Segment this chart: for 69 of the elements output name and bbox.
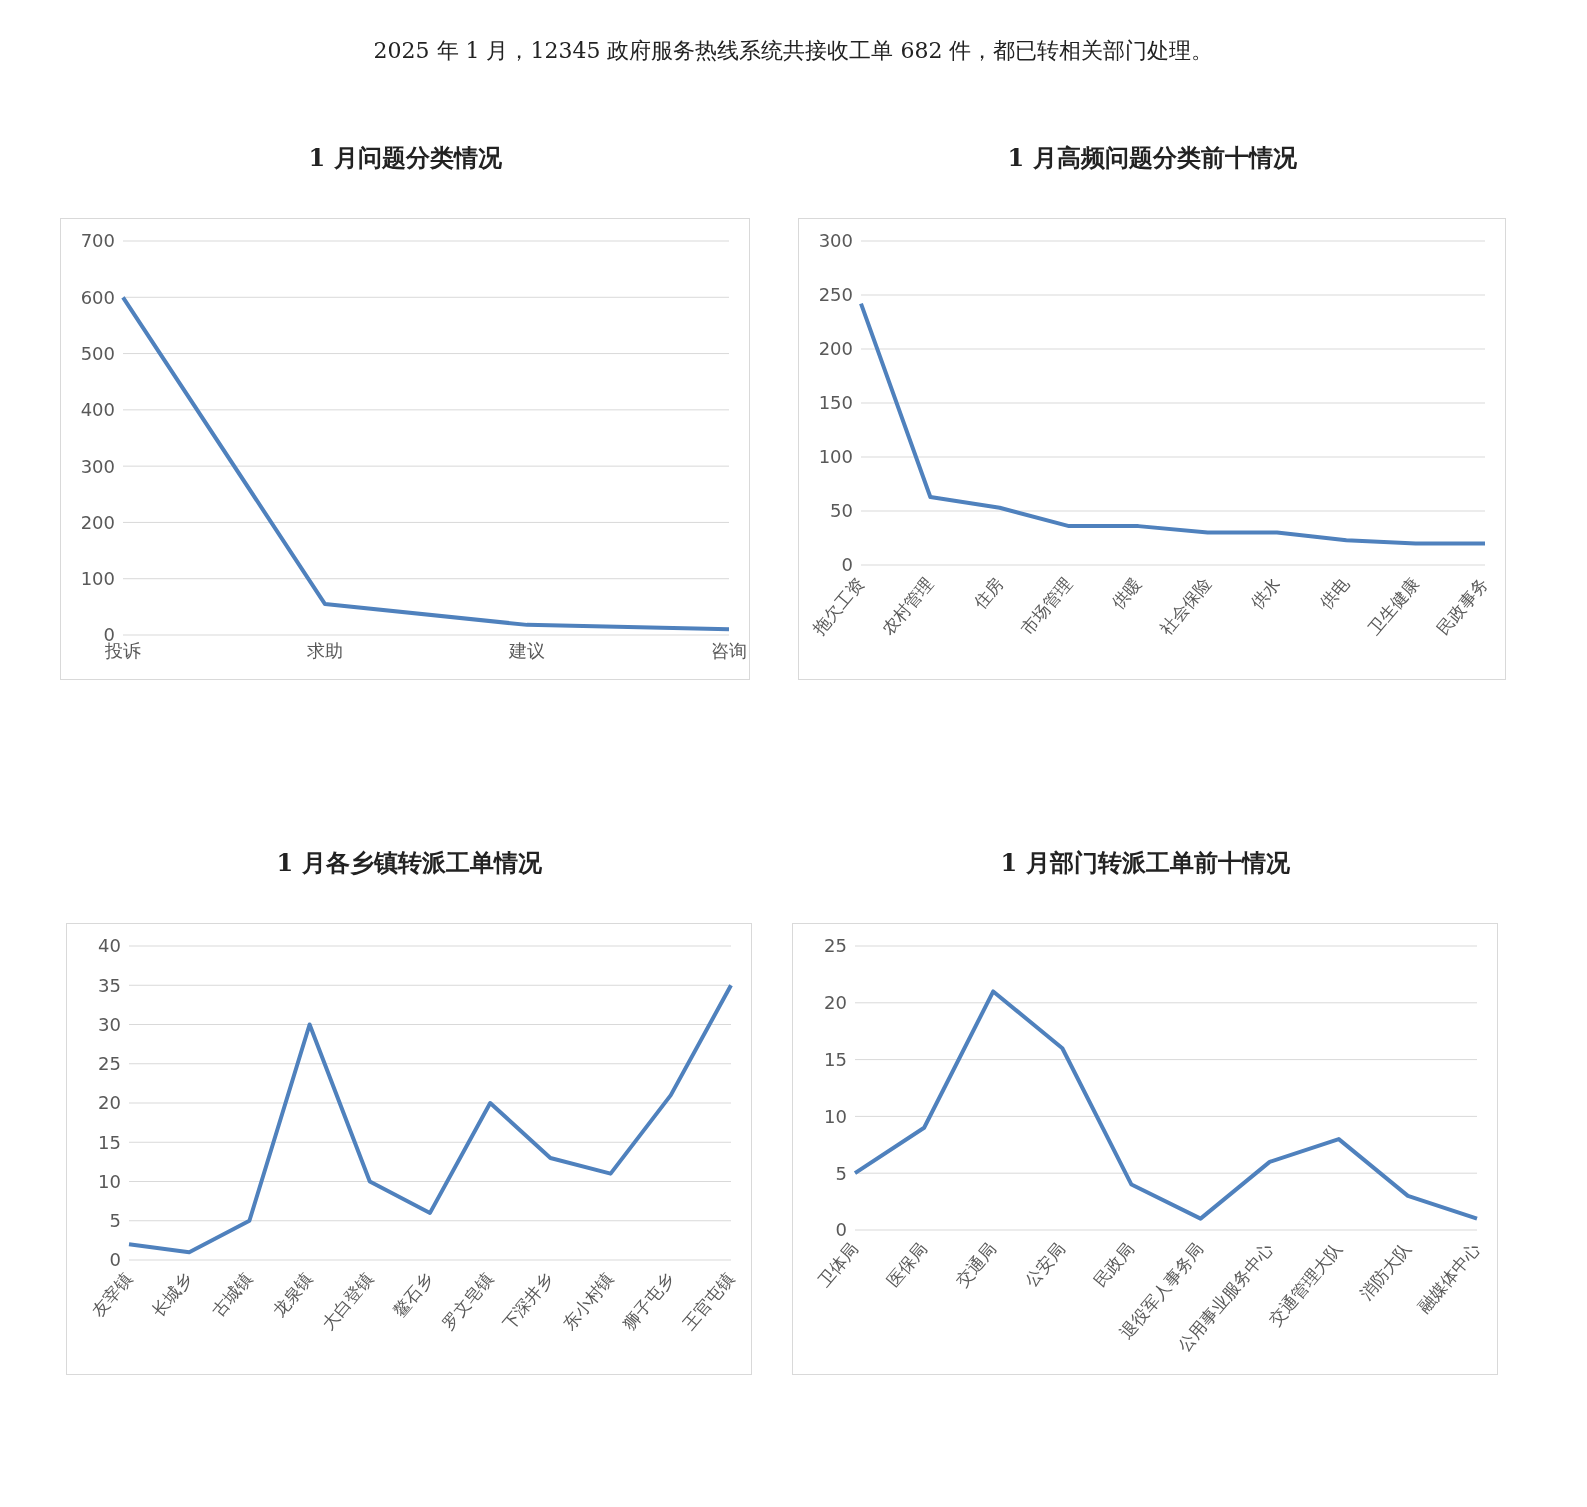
y-tick-label: 20 — [824, 992, 847, 1014]
x-tick-label: 王官屯镇 — [678, 1268, 738, 1334]
x-tick-label: 东小村镇 — [558, 1268, 618, 1334]
x-tick-label: 友宰镇 — [87, 1268, 136, 1321]
y-tick-label: 10 — [98, 1170, 121, 1192]
chart-title: 1 月各乡镇转派工单情况 — [275, 847, 543, 879]
y-tick-label: 0 — [109, 1249, 121, 1271]
line-series — [121, 295, 731, 632]
y-tick-label: 20 — [98, 1092, 121, 1114]
x-tick-label: 咨询 — [711, 640, 747, 661]
y-tick-label: 5 — [835, 1162, 847, 1184]
y-tick-label: 25 — [98, 1053, 121, 1075]
y-tick-label: 0 — [835, 1219, 847, 1241]
x-tick-label: 拖欠工资 — [808, 573, 868, 640]
y-tick-label: 10 — [824, 1105, 847, 1127]
x-tick-label: 求助 — [307, 640, 343, 661]
x-tick-label: 市场管理 — [1016, 573, 1076, 639]
y-tick-label: 600 — [80, 286, 115, 308]
y-tick-label: 0 — [841, 554, 853, 576]
y-tick-label: 300 — [818, 230, 853, 252]
x-tick-label: 长城乡 — [147, 1268, 197, 1321]
x-tick-label: 大白登镇 — [317, 1268, 377, 1334]
x-tick-label: 狮子屯乡 — [618, 1268, 678, 1334]
x-tick-label: 供水 — [1246, 573, 1284, 613]
y-tick-label: 100 — [80, 568, 115, 590]
y-tick-label: 150 — [818, 392, 853, 414]
y-tick-label: 500 — [80, 342, 115, 364]
y-tick-label: 400 — [80, 399, 115, 421]
y-tick-label: 200 — [818, 338, 853, 360]
x-tick-label: 供电 — [1316, 573, 1354, 613]
x-tick-label: 民政局 — [1090, 1238, 1139, 1291]
y-tick-label: 300 — [80, 455, 115, 477]
x-tick-label: 社会保险 — [1155, 573, 1215, 639]
y-tick-label: 700 — [80, 230, 115, 252]
y-tick-label: 25 — [824, 935, 847, 957]
x-tick-label: 卫生健康 — [1363, 573, 1423, 639]
y-tick-label: 40 — [98, 935, 121, 957]
chart-title: 1 月问题分类情况 — [307, 142, 503, 174]
x-tick-label: 民政事务 — [1432, 573, 1492, 639]
x-tick-label: 融媒体中心 — [1413, 1238, 1484, 1317]
x-tick-label: 龙泉镇 — [268, 1268, 317, 1321]
chart-title: 1 月高频问题分类前十情况 — [1006, 142, 1298, 174]
line-series — [859, 301, 1487, 546]
x-tick-label: 公安局 — [1021, 1238, 1070, 1291]
x-tick-label: 供暖 — [1108, 573, 1146, 613]
chart-title: 1 月部门转派工单前十情况 — [999, 847, 1291, 879]
y-tick-label: 15 — [98, 1131, 121, 1153]
y-tick-label: 35 — [98, 974, 121, 996]
x-tick-label: 古城镇 — [208, 1268, 257, 1321]
y-tick-label: 15 — [824, 1048, 847, 1070]
x-tick-label: 建议 — [508, 640, 545, 661]
y-tick-label: 100 — [818, 446, 853, 468]
text: 2025 年 1 月，12345 政府服务热线系统共接收工单 682 件，都已转相关部门处理。 — [372, 37, 1215, 65]
y-tick-label: 5 — [109, 1210, 121, 1232]
y-tick-label: 30 — [98, 1013, 121, 1035]
x-tick-label: 卫体局 — [813, 1238, 862, 1291]
x-tick-label: 消防大队 — [1355, 1238, 1415, 1304]
x-tick-label: 鳌石乡 — [388, 1268, 437, 1321]
y-tick-label: 50 — [830, 500, 853, 522]
x-tick-label: 医保局 — [882, 1238, 932, 1291]
x-tick-label: 罗文皂镇 — [438, 1268, 498, 1334]
line-series — [127, 983, 733, 1255]
x-tick-label: 下深井乡 — [498, 1268, 558, 1334]
line-series — [853, 989, 1479, 1221]
x-tick-label: 交通局 — [952, 1238, 1001, 1291]
y-tick-label: 200 — [80, 511, 115, 533]
x-tick-label: 住房 — [968, 573, 1007, 614]
x-tick-label: 农村管理 — [878, 573, 938, 639]
y-tick-label: 250 — [818, 284, 853, 306]
